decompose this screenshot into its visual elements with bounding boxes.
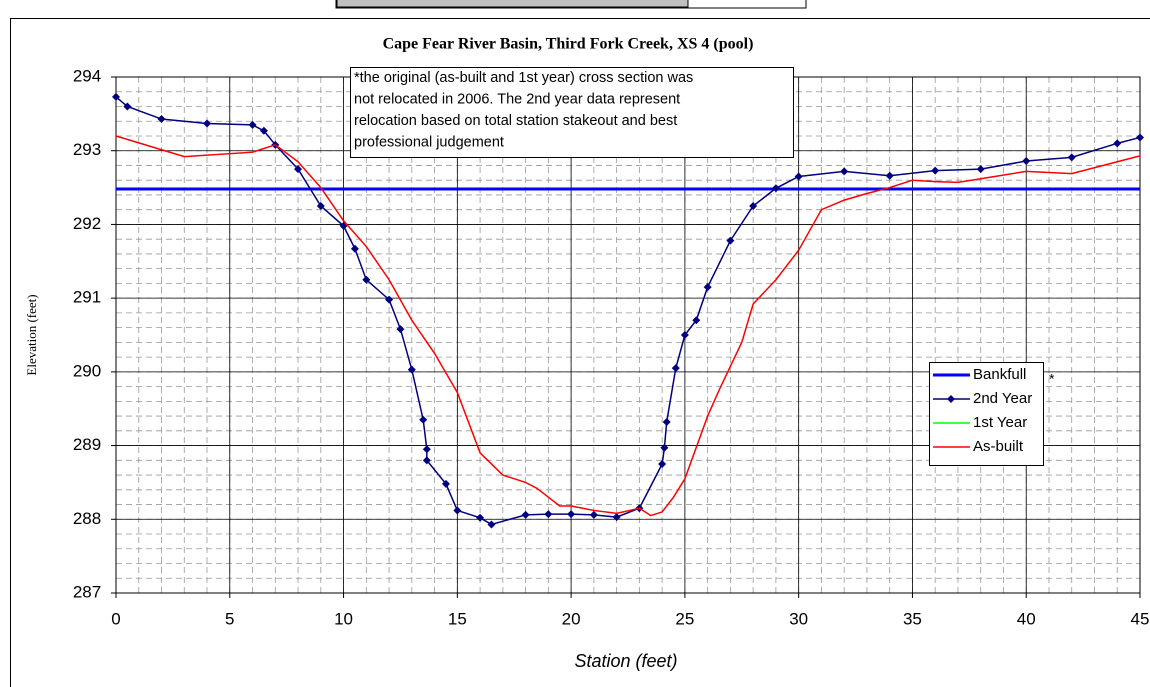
marker [1067, 153, 1076, 162]
marker [203, 119, 212, 128]
marker [885, 171, 894, 180]
marker [612, 513, 621, 522]
legend-note: * [1049, 371, 1055, 387]
marker [1113, 139, 1122, 148]
marker [1022, 157, 1031, 166]
marker [294, 165, 303, 174]
marker [112, 92, 120, 101]
x-tick-label: 5 [225, 609, 234, 628]
marker [544, 510, 553, 519]
marker [441, 479, 450, 488]
annotation-text: professional judgement [354, 134, 504, 150]
x-tick-label: 25 [675, 609, 694, 628]
marker [771, 184, 780, 193]
marker [476, 513, 485, 522]
y-tick-label: 287 [73, 582, 101, 601]
chart-title: Cape Fear River Basin, Third Fork Creek,… [383, 36, 754, 53]
annotation-box [350, 67, 794, 158]
marker [660, 443, 669, 452]
x-tick-label: 30 [789, 609, 808, 628]
x-tick-label: 45 [1131, 609, 1150, 628]
marker [749, 202, 758, 210]
x-tick-label: 15 [448, 609, 467, 628]
marker [931, 166, 940, 175]
legend-marker [947, 395, 955, 403]
series-line [115, 135, 1141, 517]
marker [976, 165, 985, 174]
marker [259, 126, 268, 135]
marker [658, 460, 667, 468]
y-tick-label: 294 [73, 66, 101, 85]
marker [692, 316, 701, 325]
annotation-text: relocation based on total station stakeo… [354, 113, 677, 129]
marker [123, 102, 132, 111]
y-axis-label: Elevation (feet) [24, 294, 39, 375]
top-box-fill [336, 0, 689, 8]
legend-box [929, 362, 1044, 466]
marker [589, 510, 598, 519]
marker [419, 415, 428, 424]
x-axis-label: Station (feet) [574, 651, 677, 671]
x-tick-label: 40 [1017, 609, 1036, 628]
marker [794, 172, 803, 181]
marker [726, 236, 735, 245]
marker [840, 167, 849, 176]
y-tick-label: 290 [73, 361, 101, 380]
legend-label: Bankfull [973, 366, 1026, 383]
marker [662, 417, 671, 426]
marker [385, 295, 394, 304]
legend-label: 2nd Year [973, 390, 1032, 407]
y-tick-label: 288 [73, 509, 101, 528]
marker [487, 520, 496, 529]
marker [453, 506, 462, 515]
annotation-text: not relocated in 2006. The 2nd year data… [354, 91, 680, 107]
marker [1136, 133, 1144, 142]
marker [396, 325, 405, 334]
x-tick-label: 10 [334, 609, 353, 628]
marker [362, 275, 371, 284]
y-tick-label: 289 [73, 435, 101, 454]
marker [157, 115, 166, 124]
marker [350, 244, 359, 253]
marker [316, 202, 325, 210]
marker [671, 364, 680, 373]
y-tick-label: 291 [73, 288, 101, 307]
y-tick-label: 292 [73, 214, 101, 233]
marker [422, 445, 431, 454]
legend-label: As-built [973, 438, 1024, 455]
marker [248, 120, 257, 129]
marker [703, 283, 712, 292]
x-tick-label: 20 [562, 609, 581, 628]
legend-label: 1st Year [973, 414, 1027, 431]
marker [422, 456, 431, 465]
y-tick-label: 293 [73, 140, 101, 159]
marker [680, 331, 689, 339]
x-tick-label: 0 [111, 609, 120, 628]
plot-area [116, 77, 1140, 593]
marker [521, 510, 530, 519]
marker [407, 365, 416, 374]
x-tick-label: 35 [903, 609, 922, 628]
annotation-text: *the original (as-built and 1st year) cr… [354, 70, 693, 86]
marker [567, 510, 576, 519]
